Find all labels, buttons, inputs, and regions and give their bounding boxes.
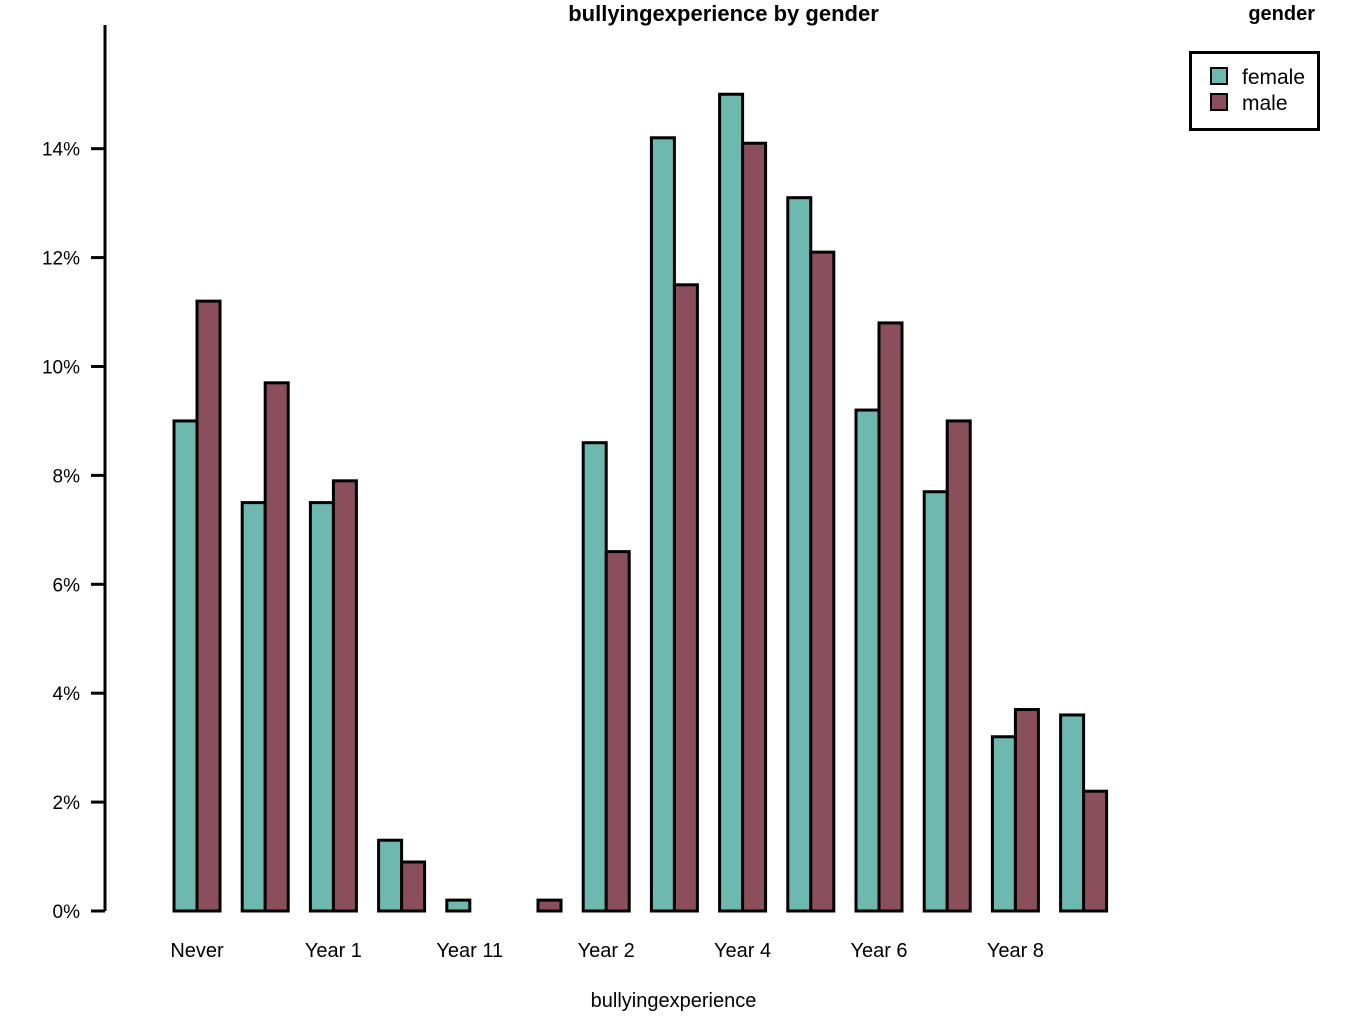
bar-female — [718, 92, 745, 913]
x-tick-label: Year 2 — [578, 940, 635, 962]
bar-female — [854, 408, 881, 913]
x-tick-label: Year 4 — [714, 940, 771, 962]
bar-male — [331, 479, 358, 913]
legend-swatch-female — [1210, 67, 1228, 86]
bar-male — [400, 860, 427, 913]
bar-male — [1013, 708, 1040, 913]
bar-male — [263, 381, 290, 913]
bar-male — [945, 419, 972, 913]
bar-female — [445, 898, 472, 913]
legend-item-male: male — [1210, 92, 1288, 116]
y-tick-label: 12% — [42, 249, 80, 270]
bar-female — [377, 838, 404, 913]
y-tick-label: 0% — [53, 902, 81, 923]
y-tick-label: 10% — [42, 357, 80, 378]
bar-female — [172, 419, 199, 913]
x-tick-label: Year 1 — [305, 940, 362, 962]
x-tick-label: Year 8 — [987, 940, 1044, 962]
bar-male — [195, 299, 222, 913]
bar-female — [308, 501, 335, 913]
bar-female — [649, 136, 676, 913]
legend-label-female: female — [1242, 66, 1306, 89]
bar-female — [240, 501, 267, 913]
y-tick-label: 2% — [53, 793, 81, 814]
y-tick-label: 6% — [53, 575, 81, 596]
y-tick-label: 8% — [53, 466, 81, 487]
bar-male — [1082, 789, 1109, 913]
legend-title: gender — [1248, 3, 1315, 25]
bar-female — [990, 735, 1017, 913]
bar-male — [604, 550, 631, 913]
x-axis-label: bullyingexperience — [590, 990, 757, 1012]
x-tick-labels: Never Year 1 Year 11 Year 2 Year 4 Year 6 Year… — [170, 940, 1044, 962]
bar-female — [786, 196, 813, 913]
bars — [172, 92, 1109, 913]
bar-male — [536, 898, 563, 913]
bar-female — [581, 441, 608, 913]
legend-swatch-male — [1210, 93, 1228, 112]
y-axis: 0% 2% 4% 6% 8% 10% 12% 14% — [42, 25, 107, 923]
x-tick-label: Year 6 — [850, 940, 907, 962]
y-tick-label: 14% — [42, 140, 80, 161]
x-tick-label: Year 11 — [436, 940, 503, 962]
x-tick-label: Never — [170, 940, 224, 962]
bar-male — [877, 321, 904, 913]
bar-male — [741, 141, 768, 913]
legend-item-female: female — [1210, 66, 1305, 90]
bar-female — [1059, 713, 1086, 913]
chart-title: bullyingexperience by gender — [568, 1, 879, 26]
legend: female male — [1189, 51, 1320, 131]
legend-label-male: male — [1242, 92, 1288, 115]
y-tick-label: 4% — [53, 684, 81, 705]
bar-female — [922, 490, 949, 913]
bar-male — [809, 250, 836, 913]
bar-male — [672, 283, 699, 913]
